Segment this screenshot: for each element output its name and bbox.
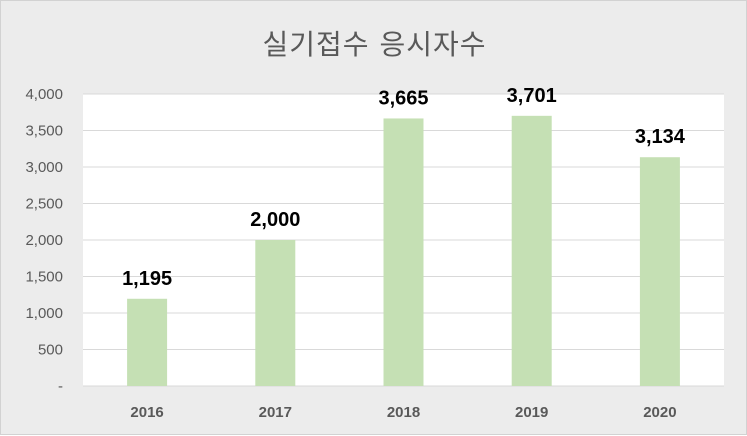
y-tick-label: 3,500: [25, 123, 63, 140]
data-label: 3,701: [507, 85, 557, 107]
y-tick-label: -: [58, 378, 63, 395]
y-tick-label: 2,000: [25, 232, 63, 249]
y-tick-label: 3,000: [25, 159, 63, 176]
y-tick-label: 1,000: [25, 305, 63, 322]
x-tick-label: 2016: [130, 404, 163, 421]
data-label: 2,000: [250, 209, 300, 231]
y-tick-label: 2,500: [25, 196, 63, 213]
chart-title: 실기접수 응시자수: [262, 28, 487, 61]
bar-2016: [127, 298, 168, 386]
bar-2020: [639, 157, 680, 386]
y-tick-label: 500: [38, 342, 63, 359]
bar-2018: [383, 118, 424, 386]
y-axis-ticks: - 500 1,000 1,500 2,000 2,500 3,000 3,500 4,000: [25, 86, 63, 395]
bars: [127, 115, 680, 387]
x-axis-ticks: 2016 2017 2018 2019 2020: [130, 404, 676, 421]
y-tick-label: 4,000: [25, 86, 63, 103]
bar-2019: [511, 115, 552, 387]
data-label: 1,195: [122, 268, 172, 290]
data-label: 3,665: [378, 87, 428, 109]
x-tick-label: 2020: [643, 404, 676, 421]
bar-2017: [255, 240, 296, 386]
data-labels: 1,195 2,000 3,665 3,701 3,134: [122, 85, 686, 290]
x-tick-label: 2017: [259, 404, 292, 421]
x-tick-label: 2018: [387, 404, 420, 421]
data-label: 3,134: [635, 126, 686, 148]
y-tick-label: 1,500: [25, 269, 63, 286]
x-tick-label: 2019: [515, 404, 548, 421]
